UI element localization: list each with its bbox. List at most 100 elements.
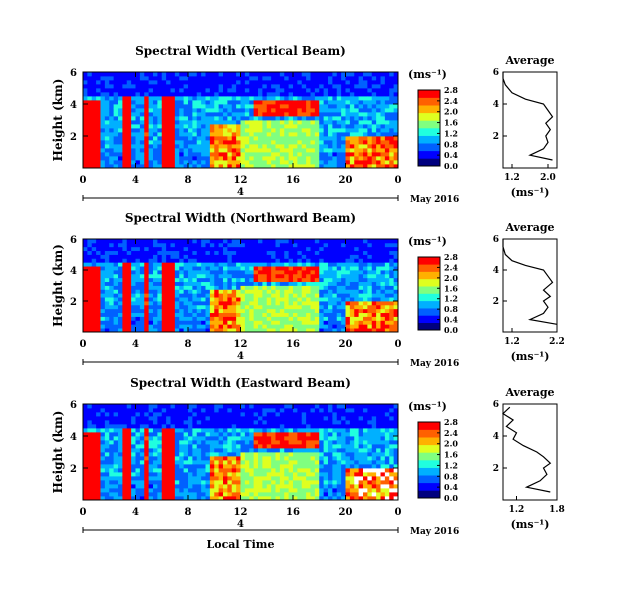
- heatmap-cell: [157, 328, 163, 333]
- heatmap-cell: [231, 262, 237, 267]
- heatmap-cell: [104, 84, 110, 89]
- heatmap-cell: [131, 273, 136, 279]
- heatmap-cell: [139, 156, 145, 161]
- heatmap-cell: [349, 124, 355, 129]
- heatmap-cell: [293, 440, 298, 445]
- heatmap-cell: [91, 420, 97, 425]
- heatmap-cell: [214, 266, 220, 271]
- heatmap-cell: [297, 242, 303, 248]
- heatmap-cell: [380, 273, 386, 279]
- heatmap-cell: [144, 452, 150, 457]
- heatmap-cell: [384, 84, 390, 89]
- heatmap-cell: [328, 440, 333, 445]
- heatmap-cell: [314, 416, 320, 421]
- heatmap-cell: [183, 136, 189, 141]
- heatmap-cell: [192, 239, 198, 244]
- heatmap-cell: [301, 456, 307, 461]
- heatmap-cell: [336, 262, 342, 267]
- heatmap-cell: [188, 496, 193, 501]
- heatmap-cell: [227, 100, 233, 105]
- heatmap-cell: [258, 96, 263, 101]
- heatmap-cell: [293, 160, 298, 165]
- heatmap-cell: [144, 488, 150, 493]
- heatmap-cell: [135, 484, 141, 489]
- heatmap-cell: [166, 484, 171, 489]
- heatmap-cell: [91, 404, 97, 409]
- heatmap-cell: [192, 448, 198, 453]
- heatmap-cell: [341, 262, 346, 267]
- heatmap-cell: [231, 488, 237, 493]
- heatmap-cell: [223, 285, 228, 290]
- heatmap-cell: [179, 304, 185, 310]
- heatmap-cell: [231, 104, 237, 109]
- heatmap-cell: [236, 301, 241, 306]
- heatmap-cell: [131, 72, 136, 77]
- heatmap-cell: [218, 464, 224, 469]
- heatmap-cell: [192, 301, 198, 306]
- heatmap-cell: [314, 239, 320, 244]
- heatmap-cell: [223, 270, 228, 275]
- heatmap-cell: [376, 308, 381, 314]
- heatmap-cell: [214, 480, 220, 485]
- heatmap-cell: [192, 96, 198, 101]
- heatmap-cell: [301, 136, 307, 141]
- heatmap-cell: [196, 250, 202, 255]
- heatmap-cell: [306, 492, 311, 497]
- heatmap-cell: [148, 436, 154, 441]
- heatmap-cell: [83, 440, 88, 445]
- heatmap-cell: [240, 152, 246, 157]
- heatmap-cell: [371, 140, 377, 145]
- heatmap-cell: [323, 289, 329, 294]
- heatmap-cell: [83, 492, 88, 497]
- heatmap-cell: [358, 304, 364, 310]
- heatmap-cell: [83, 308, 88, 314]
- heatmap-cell: [284, 266, 290, 271]
- heatmap-cell: [157, 416, 163, 421]
- heatmap-cell: [258, 484, 263, 489]
- x-tick-label: 0: [395, 339, 402, 350]
- heatmap-cell: [118, 88, 123, 93]
- heatmap-cell: [384, 293, 390, 298]
- heatmap-cell: [301, 312, 307, 317]
- heatmap-cell: [240, 270, 246, 275]
- heatmap-cell: [179, 160, 185, 165]
- heatmap-cell: [349, 160, 355, 165]
- heatmap-cell: [240, 72, 246, 77]
- heatmap-cell: [214, 304, 220, 310]
- heatmap-cell: [253, 420, 259, 425]
- heatmap-cell: [231, 452, 237, 457]
- heatmap-cell: [314, 266, 320, 271]
- heatmap-cell: [297, 468, 303, 473]
- heatmap-cell: [271, 304, 276, 310]
- heatmap-cell: [183, 404, 189, 409]
- heatmap-cell: [258, 266, 263, 271]
- heatmap-cell: [104, 460, 110, 465]
- heatmap-cell: [161, 120, 167, 125]
- heatmap-cell: [100, 328, 106, 333]
- heatmap-cell: [380, 132, 386, 137]
- heatmap-cell: [188, 76, 193, 81]
- heatmap-cell: [332, 328, 338, 333]
- heatmap-cell: [341, 120, 346, 125]
- heatmap-cell: [87, 424, 93, 429]
- heatmap-cell: [109, 156, 115, 161]
- heatmap-cell: [161, 456, 167, 461]
- heatmap-cell: [284, 472, 290, 477]
- heatmap-cell: [100, 468, 106, 473]
- heatmap-cell: [118, 136, 123, 141]
- heatmap-cell: [179, 258, 185, 263]
- heatmap-cell: [297, 92, 303, 97]
- heatmap-cell: [297, 424, 303, 429]
- heatmap-cell: [174, 273, 180, 279]
- heatmap-cell: [367, 308, 373, 314]
- heatmap-cell: [135, 277, 141, 283]
- heatmap-cell: [244, 301, 250, 306]
- heatmap-cell: [310, 96, 316, 101]
- heatmap-cell: [118, 120, 123, 125]
- heatmap-cell: [332, 76, 338, 81]
- heatmap-cell: [262, 136, 268, 141]
- heatmap-cell: [271, 246, 276, 252]
- heatmap-cell: [188, 156, 193, 161]
- heatmap-cell: [314, 468, 320, 473]
- heatmap-cell: [100, 308, 106, 314]
